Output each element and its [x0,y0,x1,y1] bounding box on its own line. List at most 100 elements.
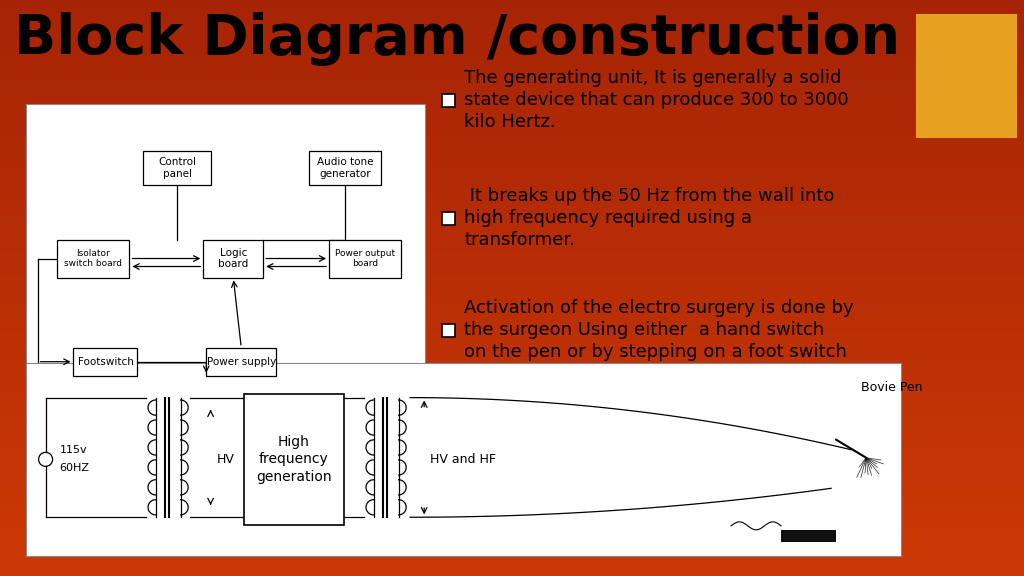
Bar [0,439,1024,442]
Bar [0,278,1024,281]
Bar [0,316,1024,319]
Bar [0,45,1024,48]
Bar [0,350,1024,353]
Bar [0,89,1024,92]
Bar [0,543,1024,545]
Bar [0,222,1024,225]
Bar [0,214,1024,217]
Bar [309,151,381,185]
Bar [0,105,1024,108]
Bar [0,228,1024,230]
Bar [0,124,1024,127]
Bar [0,516,1024,518]
Bar [0,419,1024,422]
Bar [0,203,1024,206]
Bar [0,22,1024,25]
Bar [0,26,1024,29]
Bar [0,429,1024,432]
Bar [0,162,1024,165]
Bar [0,531,1024,534]
Bar [0,197,1024,200]
Bar [0,281,1024,284]
Bar [0,341,1024,344]
Text: Audio tone
generator: Audio tone generator [316,157,374,179]
Bar [0,60,1024,63]
Bar [0,468,1024,471]
Text: HV: HV [217,453,234,466]
Bar [0,546,1024,549]
Bar [0,423,1024,426]
Bar [0,406,1024,409]
Bar [0,366,1024,369]
Bar [0,295,1024,298]
Bar [442,324,456,336]
Bar [0,30,1024,33]
Bar [0,264,1024,267]
Bar [0,353,1024,355]
Bar [0,97,1024,100]
Bar [0,118,1024,121]
Bar [0,318,1024,321]
Bar [0,548,1024,551]
Bar [0,396,1024,399]
Bar [0,180,1024,183]
Text: Bovie Pen: Bovie Pen [861,381,923,394]
Bar [0,310,1024,313]
Bar [0,72,1024,75]
Bar [0,416,1024,419]
Bar [0,151,1024,154]
Bar [0,308,1024,311]
Bar [26,363,901,556]
Bar [0,422,1024,425]
Bar [0,508,1024,511]
Bar [0,147,1024,150]
Bar [0,112,1024,115]
Bar [0,274,1024,276]
Bar [0,471,1024,474]
Bar [0,504,1024,507]
Bar [0,540,1024,543]
Bar [0,560,1024,563]
Bar [0,49,1024,52]
Bar [0,270,1024,272]
Bar [0,53,1024,56]
Bar [0,523,1024,526]
Bar [0,41,1024,44]
Bar [0,446,1024,449]
Bar [0,93,1024,96]
Bar [0,537,1024,540]
Bar [0,88,1024,90]
Bar [0,437,1024,439]
Bar [0,200,1024,203]
Bar [0,241,1024,244]
Bar [329,240,401,278]
Bar [0,239,1024,242]
Bar [0,464,1024,467]
Bar [0,139,1024,142]
Bar [0,448,1024,451]
Bar [0,483,1024,486]
Bar [0,475,1024,478]
Bar [0,343,1024,346]
Bar [0,243,1024,246]
Bar [0,28,1024,31]
Text: Isolator
switch board: Isolator switch board [65,249,123,268]
Bar [0,70,1024,73]
Bar [0,320,1024,323]
Bar [0,111,1024,113]
Text: HV and HF: HV and HF [430,453,497,466]
Bar [0,157,1024,160]
Bar [0,212,1024,215]
Bar [0,462,1024,465]
Bar [0,502,1024,505]
Bar [0,445,1024,448]
Bar [0,473,1024,476]
Bar [0,209,1024,211]
Bar [0,223,1024,226]
Bar [0,364,1024,367]
Bar [0,521,1024,524]
Bar [0,498,1024,501]
Bar [0,425,1024,428]
Bar [0,126,1024,128]
Bar [0,181,1024,184]
